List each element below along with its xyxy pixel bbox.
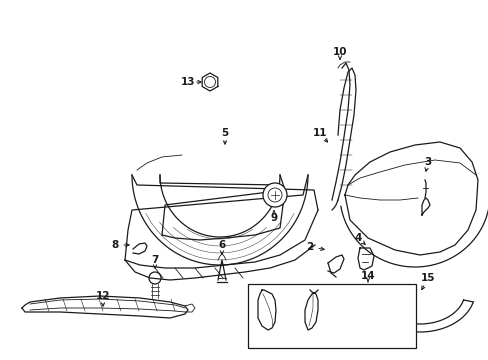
Text: 14: 14: [360, 271, 375, 281]
Text: 8: 8: [111, 240, 119, 250]
Bar: [247, 284, 415, 348]
Circle shape: [263, 183, 286, 207]
Text: 6: 6: [218, 240, 225, 250]
Text: 7: 7: [151, 255, 159, 265]
Text: 15: 15: [420, 273, 434, 283]
Text: 5: 5: [221, 128, 228, 138]
Text: 10: 10: [332, 47, 346, 57]
Text: 4: 4: [354, 233, 361, 243]
Text: 3: 3: [424, 157, 431, 167]
Text: 11: 11: [312, 128, 326, 138]
Text: 9: 9: [270, 213, 277, 223]
Text: 12: 12: [96, 291, 110, 301]
Text: 2: 2: [306, 242, 313, 252]
Text: 13: 13: [181, 77, 195, 87]
